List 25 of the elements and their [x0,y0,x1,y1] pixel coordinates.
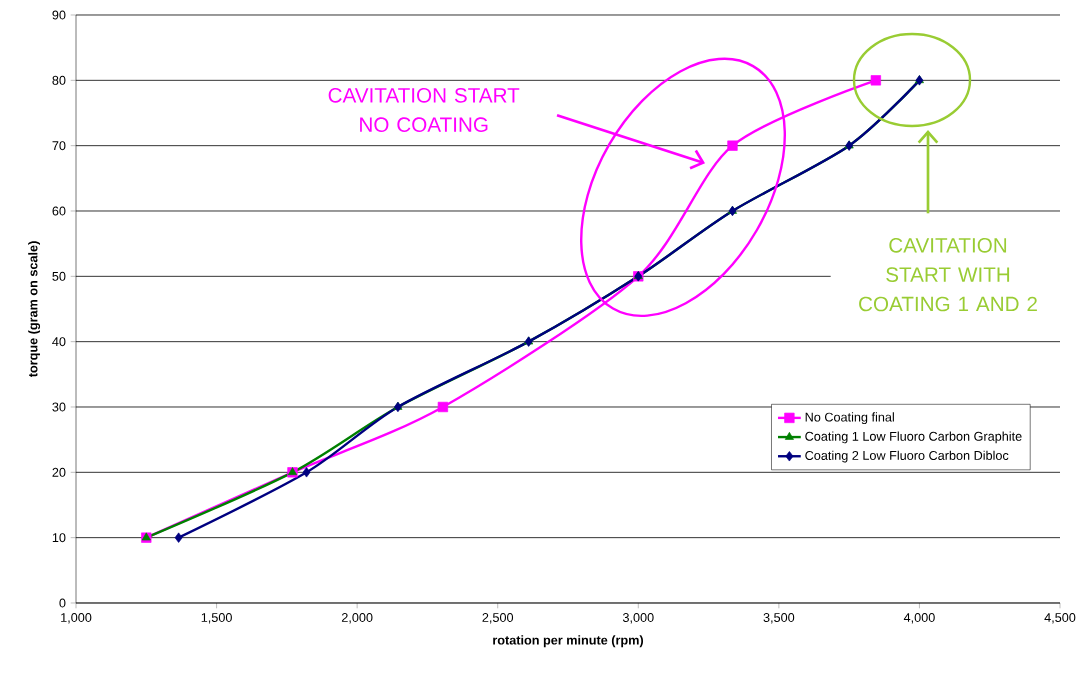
y-tick-label: 40 [52,337,66,347]
x-tick-label: 4,000 [903,613,935,624]
y-tick-label: 80 [52,75,66,85]
annotation: CAVITATION START NO COATING [328,88,520,132]
y-tick-label: 90 [52,10,66,20]
legend-label: No Coating final [805,412,894,425]
x-tick-label: 3,000 [622,613,654,624]
y-axis-title: torque (gram on scale) [28,241,41,378]
y-tick-label: 70 [52,141,66,151]
y-tick-label: 10 [52,533,66,543]
annotation: CAVITATION START WITH COATING 1 AND 2 [859,237,1037,312]
x-tick-label: 4,500 [1044,613,1076,624]
y-tick-label: 0 [59,598,66,608]
x-tick-label: 2,000 [341,613,373,624]
x-tick-label: 2,500 [482,613,514,624]
legend-label: Coating 1 Low Fluoro Carbon Graphite [805,431,1022,444]
x-tick-label: 1,500 [201,613,232,624]
y-tick-label: 30 [52,402,66,412]
x-axis-title: rotation per minute (rpm) [493,635,644,648]
x-tick-label: 3,500 [763,613,795,624]
legend-label: Coating 2 Low Fluoro Carbon Dibloc [805,450,1009,463]
x-tick-label: 1,000 [61,613,92,624]
y-tick-label: 50 [52,271,66,281]
y-tick-label: 60 [52,206,66,216]
y-tick-label: 20 [52,467,66,477]
